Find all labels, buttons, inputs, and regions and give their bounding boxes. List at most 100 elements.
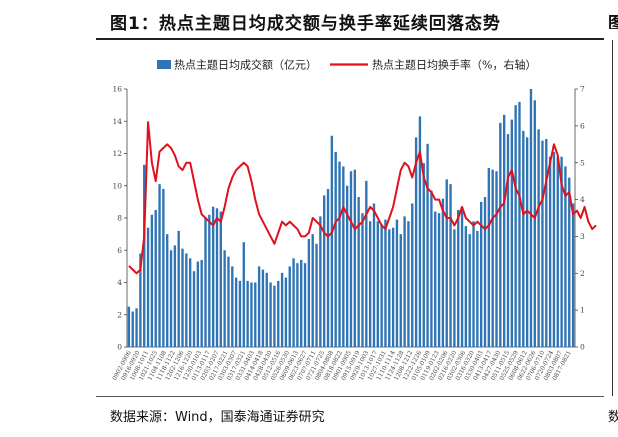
- bar: [480, 201, 483, 348]
- y-left-tick-label: 8: [117, 214, 122, 223]
- y-left-tick-label: 2: [117, 310, 122, 319]
- y-right-tick-label: 5: [580, 158, 585, 167]
- y-right-tick-label: 1: [580, 306, 585, 315]
- bar: [388, 229, 391, 347]
- bar: [380, 224, 383, 347]
- bar: [169, 250, 173, 347]
- bar: [495, 171, 498, 347]
- footer-rule: [96, 396, 604, 397]
- title-rule: [96, 38, 604, 40]
- y-left-tick-label: 16: [112, 85, 122, 94]
- figure-title: 图1：热点主题日均成交额与换手率延续回落态势: [110, 14, 501, 34]
- bar: [430, 190, 433, 347]
- bar: [441, 198, 445, 347]
- bar: [288, 266, 291, 348]
- bar: [254, 282, 257, 347]
- bar: [292, 258, 295, 347]
- bar: [323, 195, 326, 347]
- bar: [361, 213, 364, 347]
- bar: [158, 184, 161, 347]
- bar: [518, 101, 521, 348]
- bar: [487, 168, 491, 347]
- y-left-tick-label: 4: [117, 278, 122, 287]
- bar: [525, 137, 529, 348]
- bar: [315, 243, 318, 347]
- bar: [242, 242, 245, 347]
- bar-series: [127, 89, 575, 348]
- bar: [338, 161, 341, 347]
- bar: [460, 206, 464, 347]
- y-left-tick-label: 10: [112, 181, 122, 190]
- bar: [173, 245, 177, 347]
- bar: [143, 164, 146, 347]
- bar: [300, 259, 303, 347]
- bar: [502, 114, 506, 347]
- bar: [414, 137, 418, 348]
- legend-bar-label: 热点主题日均成交额（亿元）: [174, 58, 317, 72]
- bar: [277, 280, 280, 347]
- bar: [269, 282, 272, 347]
- bar: [506, 134, 510, 347]
- bar: [541, 140, 544, 347]
- legend-bar-swatch: [157, 60, 171, 69]
- bar: [265, 272, 268, 347]
- bar: [345, 185, 349, 347]
- bar: [545, 138, 548, 347]
- next-figure-title-fragment: 图: [608, 14, 618, 29]
- bar: [564, 166, 567, 347]
- bar: [537, 129, 540, 347]
- bar: [307, 238, 311, 347]
- bar: [399, 234, 402, 348]
- bar: [395, 219, 399, 347]
- bar: [529, 89, 533, 347]
- bar: [181, 248, 184, 347]
- bar: [211, 206, 215, 347]
- x-tick-labels: 0902-09060916-09201008-10111021-10251104…: [111, 350, 572, 382]
- bar: [353, 169, 357, 348]
- bar: [188, 258, 192, 347]
- bar: [177, 230, 180, 347]
- bar: [522, 130, 525, 347]
- bar: [483, 197, 487, 347]
- line-series: [128, 121, 597, 275]
- y-left-tick-label: 0: [117, 343, 122, 352]
- bar: [261, 269, 265, 347]
- bar: [556, 156, 559, 347]
- bar: [349, 171, 353, 347]
- bar: [234, 277, 238, 347]
- bar: [418, 116, 422, 347]
- bar: [303, 263, 307, 347]
- bar: [166, 234, 169, 348]
- bar: [548, 156, 552, 347]
- bar: [280, 272, 284, 347]
- bar: [196, 261, 200, 347]
- legend: 热点主题日均成交额（亿元） 热点主题日均换手率（%，右轴）: [157, 58, 536, 72]
- bar: [192, 271, 196, 347]
- bar: [411, 203, 414, 347]
- bar: [208, 214, 211, 347]
- bar: [326, 188, 330, 347]
- bar: [468, 234, 471, 348]
- bar: [231, 266, 234, 348]
- next-source-fragment: 数: [608, 410, 618, 424]
- y-left-tick-label: 14: [112, 117, 122, 126]
- bar: [391, 227, 395, 347]
- bar: [434, 211, 437, 347]
- bar: [368, 221, 372, 347]
- bar: [223, 250, 226, 347]
- y-right-tick-label: 7: [580, 85, 585, 94]
- bar: [238, 280, 242, 347]
- bar: [476, 230, 479, 347]
- bar: [464, 226, 468, 347]
- bar: [445, 179, 448, 347]
- bar: [284, 277, 288, 347]
- bar: [162, 188, 165, 347]
- bar: [257, 266, 261, 348]
- bar: [552, 151, 556, 347]
- bar: [422, 163, 425, 347]
- bar: [150, 214, 154, 347]
- bar: [250, 282, 253, 347]
- bar: [273, 285, 276, 347]
- turnover-line: [128, 121, 597, 275]
- bar: [568, 177, 571, 347]
